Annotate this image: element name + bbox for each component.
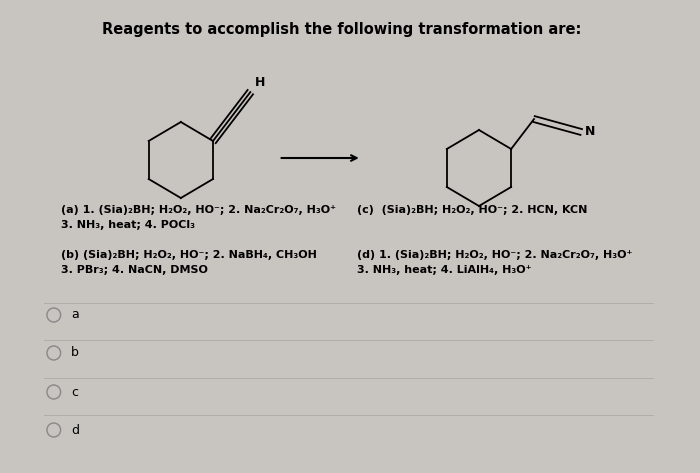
Text: b: b bbox=[71, 347, 79, 359]
Text: Reagents to accomplish the following transformation are:: Reagents to accomplish the following tra… bbox=[102, 22, 582, 37]
Text: (d) 1. (Sia)₂BH; H₂O₂, HO⁻; 2. Na₂Cr₂O₇, H₃O⁺: (d) 1. (Sia)₂BH; H₂O₂, HO⁻; 2. Na₂Cr₂O₇,… bbox=[357, 250, 632, 260]
Text: a: a bbox=[71, 308, 79, 322]
Text: N: N bbox=[585, 125, 596, 139]
Text: (c)  (Sia)₂BH; H₂O₂, HO⁻; 2. HCN, KCN: (c) (Sia)₂BH; H₂O₂, HO⁻; 2. HCN, KCN bbox=[357, 205, 587, 215]
Text: 3. NH₃, heat; 4. LiAlH₄, H₃O⁺: 3. NH₃, heat; 4. LiAlH₄, H₃O⁺ bbox=[357, 265, 531, 275]
Text: 3. NH₃, heat; 4. POCl₃: 3. NH₃, heat; 4. POCl₃ bbox=[61, 220, 195, 230]
Text: 3. PBr₃; 4. NaCN, DMSO: 3. PBr₃; 4. NaCN, DMSO bbox=[61, 265, 207, 275]
Text: H: H bbox=[256, 76, 265, 89]
Text: (a) 1. (Sia)₂BH; H₂O₂, HO⁻; 2. Na₂Cr₂O₇, H₃O⁺: (a) 1. (Sia)₂BH; H₂O₂, HO⁻; 2. Na₂Cr₂O₇,… bbox=[61, 205, 335, 215]
Text: (b) (Sia)₂BH; H₂O₂, HO⁻; 2. NaBH₄, CH₃OH: (b) (Sia)₂BH; H₂O₂, HO⁻; 2. NaBH₄, CH₃OH bbox=[61, 250, 316, 260]
Text: d: d bbox=[71, 423, 79, 437]
Text: c: c bbox=[71, 385, 78, 398]
